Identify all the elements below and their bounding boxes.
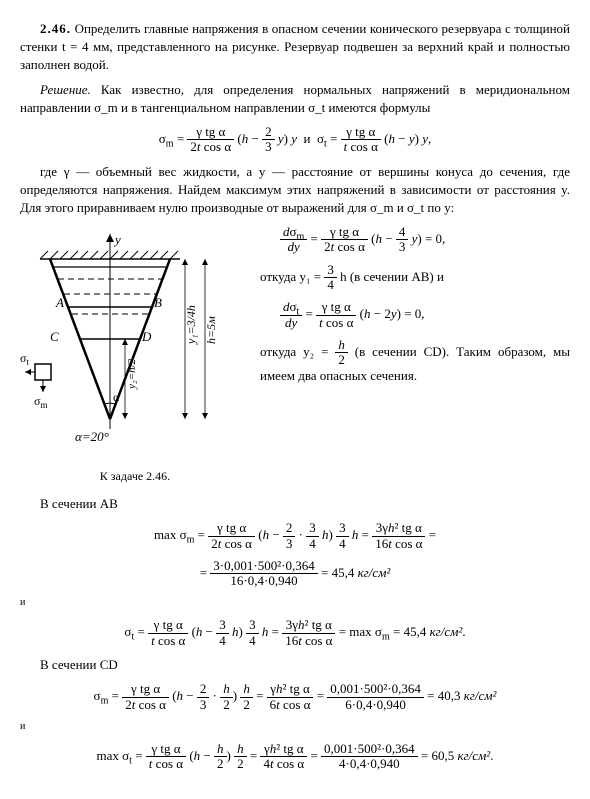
alpha-value: α=20° [75,429,109,444]
label-b: B [154,295,162,310]
problem-text: Определить главные напряжения в опасном … [20,21,570,72]
main-formula: σm = γ tg α2t cos α (h − 23 y) y и σt = … [20,125,570,155]
label-d: D [141,329,152,344]
figure-caption: К задаче 2.46. [20,468,250,485]
figure: y A B C D σt σm α α=20° y₁=3/4h [20,229,250,485]
h-dim: h=5м [204,316,218,344]
solution-intro: Решение. Как известно, для определения н… [20,81,570,117]
y2-result: откуда y₂ = h2 (в сечении CD). Таким обр… [260,338,570,386]
sigma-m-label: σm [34,394,47,410]
result-ab-sigma-t: σt = γ tg αt cos α (h − 34 h) 34 h = 3γh… [20,618,570,648]
y-axis-label: y [113,232,121,247]
problem-statement: 2.46. Определить главные напряжения в оп… [20,20,570,75]
where-text: где γ — объемный вес жидкости, а y — рас… [20,163,570,218]
y2-dim: y₂=h/2 [126,358,138,390]
result-ab-sigma-m: max σm = γ tg α2t cos α (h − 23 · 34 h) … [20,521,570,551]
and-marker-2: и [20,720,570,734]
result-ab-sigma-m-num: = 3·0,001·500²·0,36416·0,4·0,940 = 45,4 … [20,559,570,589]
problem-number: 2.46. [40,21,71,36]
alpha-label: α [113,390,120,404]
cone-diagram: y A B C D σt σm α α=20° y₁=3/4h [20,229,250,459]
y1-dim: y₁=3/4h [184,305,198,345]
section-ab-label: В сечении AB [20,495,570,513]
deriv-sigma-m: dσmdy = γ tg α2t cos α (h − 43 y) = 0, [280,225,570,255]
y1-result: откуда y₁ = 34 h (в сечении AB) и [260,263,570,293]
and-marker-1: и [20,596,570,610]
solution-label: Решение. [40,82,91,97]
deriv-sigma-t: dσtdy = γ tg αt cos α (h − 2y) = 0, [280,300,570,330]
result-cd-sigma-t: max σt = γ tg αt cos α (h − h2) h2 = γh²… [20,742,570,772]
result-cd-sigma-m: σm = γ tg α2t cos α (h − 23 · h2) h2 = γ… [20,682,570,712]
sigma-t-label: σt [20,351,29,367]
label-c: C [50,329,59,344]
label-a: A [55,295,64,310]
section-cd-label: В сечении CD [20,656,570,674]
solution-intro-text: Как известно, для определения нормальных… [20,82,570,115]
